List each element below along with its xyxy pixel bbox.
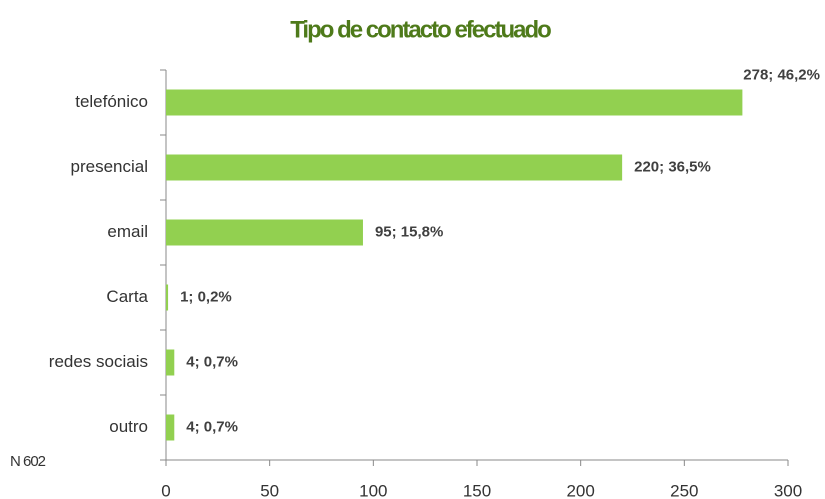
- chart-title: Tipo de contacto efectuado: [290, 16, 551, 43]
- x-tick-label: 300: [774, 481, 802, 499]
- x-tick-label: 150: [463, 481, 491, 499]
- y-tick-label: presencial: [71, 157, 149, 176]
- y-tick-label: outro: [109, 417, 148, 436]
- x-tick-label: 200: [566, 481, 594, 499]
- annotation: N 602: [10, 453, 46, 470]
- x-tick-label: 50: [260, 481, 279, 499]
- bar: [166, 284, 169, 311]
- bar: [166, 154, 623, 181]
- data-label: 95; 15,8%: [375, 223, 443, 240]
- y-tick-label: redes sociais: [49, 352, 148, 371]
- bar: [166, 414, 175, 441]
- bar: [166, 349, 175, 376]
- bar: [166, 219, 363, 246]
- y-tick-label: Carta: [106, 287, 148, 306]
- x-tick-label: 250: [670, 481, 698, 499]
- data-label: 278; 46,2%: [743, 66, 820, 83]
- bar: [166, 89, 743, 116]
- x-tick-label: 0: [161, 481, 170, 499]
- data-label: 220; 36,5%: [634, 158, 711, 175]
- data-label: 4; 0,7%: [186, 353, 238, 370]
- x-tick-label: 100: [359, 481, 387, 499]
- y-tick-label: email: [107, 222, 148, 241]
- data-label: 1; 0,2%: [180, 288, 232, 305]
- data-label: 4; 0,7%: [186, 418, 238, 435]
- y-tick-label: telefónico: [75, 92, 148, 111]
